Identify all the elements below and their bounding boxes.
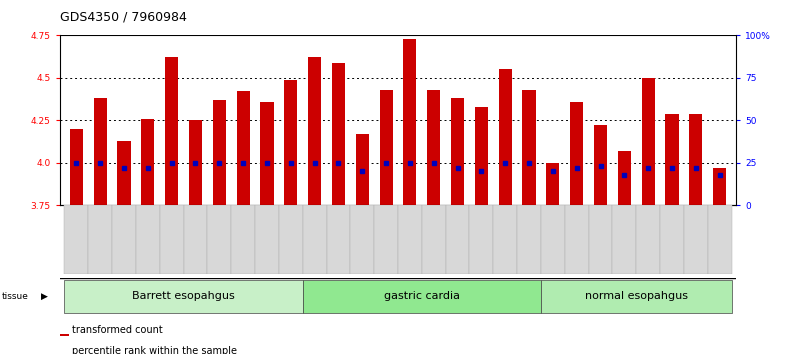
Bar [60,334,68,336]
Bar [522,90,536,205]
Bar [279,205,302,274]
Bar [88,205,112,274]
Bar [618,151,631,205]
Bar [660,205,684,274]
Bar [189,120,202,205]
Bar [642,78,654,205]
Bar [565,205,588,274]
Text: Barrett esopahgus: Barrett esopahgus [132,291,235,301]
Bar [588,205,612,274]
Bar [498,69,512,205]
Text: ▶: ▶ [41,292,49,301]
Text: gastric cardia: gastric cardia [384,291,460,301]
Bar [451,98,464,205]
Bar [260,102,274,205]
Bar [404,39,416,205]
Bar [70,129,83,205]
Bar [118,141,131,205]
Bar [64,205,88,274]
Bar [302,205,326,274]
Bar [350,205,374,274]
Bar [165,57,178,205]
Bar [594,125,607,205]
Bar [356,134,369,205]
Bar [517,205,541,274]
Bar [64,280,302,313]
Bar [160,205,184,274]
Bar [684,205,708,274]
Bar [446,205,470,274]
Bar [236,91,250,205]
Text: percentile rank within the sample: percentile rank within the sample [72,346,237,354]
Bar [208,205,231,274]
Bar [255,205,279,274]
Bar [142,119,154,205]
Text: normal esopahgus: normal esopahgus [585,291,688,301]
Bar [284,80,298,205]
Bar [636,205,660,274]
Bar [570,102,583,205]
Bar [332,63,345,205]
Bar [231,205,255,274]
Bar [380,90,392,205]
Text: tissue: tissue [2,292,29,301]
Bar [475,107,488,205]
Bar [612,205,636,274]
Bar [136,205,160,274]
Bar [713,168,726,205]
Text: transformed count: transformed count [72,325,163,335]
Bar [326,205,350,274]
Bar [541,205,565,274]
Bar [470,205,494,274]
Bar [708,205,732,274]
Bar [213,100,226,205]
Bar [308,57,321,205]
Bar [112,205,136,274]
Bar [546,163,560,205]
Bar [184,205,208,274]
Bar [302,280,541,313]
Bar [94,98,107,205]
Bar [689,114,702,205]
Bar [422,205,446,274]
Bar [541,280,732,313]
Text: GDS4350 / 7960984: GDS4350 / 7960984 [60,11,186,24]
Bar [494,205,517,274]
Bar [665,114,678,205]
Bar [427,90,440,205]
Bar [398,205,422,274]
Bar [374,205,398,274]
